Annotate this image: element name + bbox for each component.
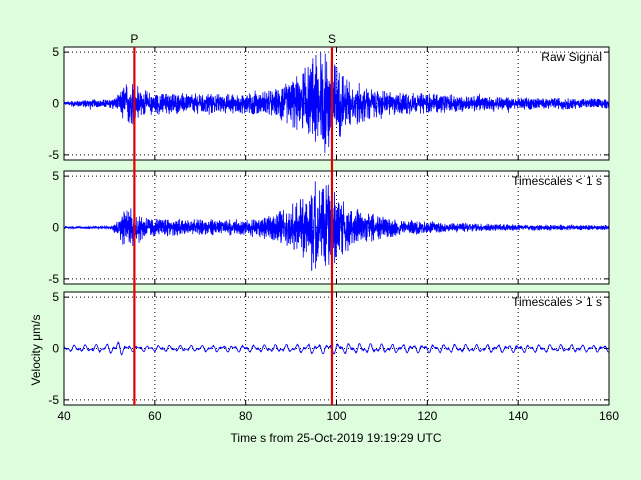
y-tick-label: 5 [52,290,59,304]
phase-label-s: S [328,32,336,46]
x-axis-label: Time s from 25-Oct-2019 19:19:29 UTC [231,431,442,445]
x-tick-label: 80 [239,409,253,423]
panel-2: 5 0 -5 Timescales < 1 s [48,169,610,286]
y-tick-label: 0 [52,221,59,235]
panel-1: 5 0 -5 Raw Signal [48,45,610,162]
y-tick-label: 0 [52,97,59,111]
y-tick-label: 0 [52,342,59,356]
x-tick-label: 120 [417,409,437,423]
x-tick-label: 100 [326,409,346,423]
panel-title: Raw Signal [541,50,602,64]
waveform-line [63,181,610,271]
panel-3: 5 0 -5 Timescales > 1 s [48,290,610,407]
phase-label-p: P [130,32,138,46]
waveform-line [63,52,610,153]
y-tick-label: -5 [48,393,59,407]
panel-title: Timescales > 1 s [512,295,602,309]
x-tick-label: 140 [508,409,528,423]
x-tick-label: 60 [148,409,162,423]
panel-title: Timescales < 1 s [512,174,602,188]
y-tick-label: -5 [48,148,59,162]
y-tick-label: 5 [52,45,59,59]
waveform-line [63,340,610,356]
y-tick-label: 5 [52,169,59,183]
y-tick-label: -5 [48,272,59,286]
x-tick-label: 40 [57,409,71,423]
y-axis-label: Velocity μm/s [29,315,43,386]
x-tick-label: 160 [599,409,619,423]
